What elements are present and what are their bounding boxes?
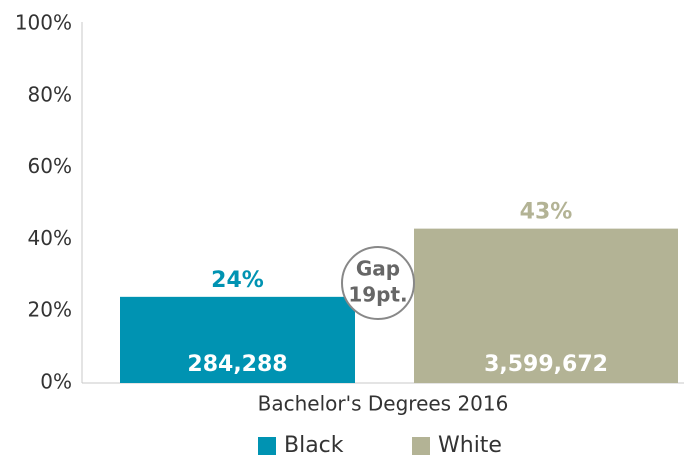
legend-swatch [412,437,430,455]
y-tick-label: 40% [28,226,72,250]
y-tick-label: 20% [28,298,72,322]
value-label: 43% [520,200,573,225]
bar [414,228,678,383]
y-tick-label: 80% [28,82,72,106]
annotation-text: Gap [356,257,400,281]
legend-label: Black [284,433,344,456]
count-label: 284,288 [187,352,287,377]
annotation-text: 19pt. [348,283,407,307]
count-label: 3,599,672 [484,352,608,377]
y-tick-label: 60% [28,154,72,178]
x-tick-label: Bachelor's Degrees 2016 [258,392,509,416]
value-label: 24% [211,268,264,293]
bar [120,296,355,383]
y-tick-label: 0% [40,370,72,394]
legend-label: White [438,433,502,456]
y-tick-label: 100% [15,11,72,35]
annotation-circle [341,246,415,320]
legend-swatch [258,437,276,455]
